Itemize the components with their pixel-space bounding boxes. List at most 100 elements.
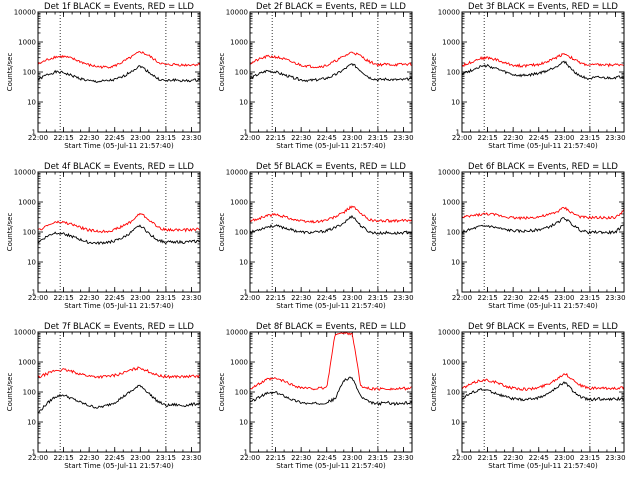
plot-frame [37,11,201,133]
plot-frame [461,171,625,293]
x-tick-label: 22:00 [240,454,260,462]
y-tick-label: 100 [447,229,460,237]
x-tick-label: 23:00 [342,134,362,142]
x-tick-label: 22:45 [317,134,337,142]
x-tick-label: 22:45 [105,134,125,142]
y-tick-label: 1 [32,449,36,457]
y-tick-label: 10000 [226,329,248,337]
plot-frame [249,331,413,453]
y-tick-label: 100 [447,69,460,77]
y-axis-title: Counts/sec [6,213,14,252]
y-tick-label: 10000 [14,329,36,337]
x-tick-label: 23:00 [130,454,150,462]
y-tick-label: 1000 [442,359,460,367]
x-axis-title: Start Time (05-Jul-11 21:57:40) [276,142,386,150]
x-tick-label: 23:30 [605,134,625,142]
events-series-line [38,65,201,83]
x-tick-label: 23:00 [342,454,362,462]
panel-title: Det 2f BLACK = Events, RED = LLD [256,2,406,12]
panel-det-9: Det 9f BLACK = Events, RED = LLD 1 10 100 10… [430,322,626,470]
x-axis-title: Start Time (05-Jul-11 21:57:40) [488,142,598,150]
x-tick-label: 22:30 [503,134,523,142]
x-tick-label: 22:15 [53,454,73,462]
events-series-line [37,384,201,413]
x-axis-title: Start Time (05-Jul-11 21:57:40) [64,302,174,310]
events-series-line [37,224,201,246]
x-tick-label: 22:45 [105,294,125,302]
y-axis-title: Counts/sec [218,373,226,412]
y-tick-label: 1000 [442,39,460,47]
x-tick-label: 23:30 [393,454,413,462]
panel-title: Det 5f BLACK = Events, RED = LLD [256,162,406,172]
x-tick-label: 23:15 [368,134,388,142]
lld-series-line [37,212,201,234]
x-tick-label: 22:30 [503,454,523,462]
y-tick-label: 10 [239,259,248,267]
y-tick-label: 100 [235,389,248,397]
x-tick-label: 23:15 [368,454,388,462]
x-tick-label: 22:15 [53,294,73,302]
y-axis-title: Counts/sec [218,213,226,252]
y-tick-label: 1 [244,129,248,137]
y-tick-label: 10 [239,99,248,107]
x-axis-title: Start Time (05-Jul-11 21:57:40) [488,462,598,470]
x-tick-label: 23:00 [130,134,150,142]
events-series-line [461,217,625,235]
y-tick-label: 100 [23,229,36,237]
x-tick-label: 22:00 [452,454,472,462]
x-tick-label: 23:00 [130,294,150,302]
x-tick-label: 23:00 [342,294,362,302]
x-tick-label: 23:30 [393,294,413,302]
x-tick-label: 22:15 [265,134,285,142]
y-tick-label: 10000 [226,169,248,177]
y-tick-label: 1 [456,449,460,457]
panel-det-1: Det 1f BLACK = Events, RED = LLD 1 10 100 10… [6,2,202,150]
lld-series-line [37,50,201,70]
x-tick-label: 22:30 [79,294,99,302]
y-tick-label: 10 [451,419,460,427]
y-tick-label: 1000 [230,39,248,47]
events-series-line [461,381,625,402]
y-tick-label: 10 [27,259,36,267]
x-tick-label: 22:00 [240,134,260,142]
x-tick-label: 22:30 [79,134,99,142]
panel-det-5: Det 5f BLACK = Events, RED = LLD 1 10 100 10… [218,162,414,310]
y-tick-label: 10000 [438,169,460,177]
x-tick-label: 23:00 [554,454,574,462]
x-tick-label: 22:15 [477,294,497,302]
x-tick-label: 22:45 [317,454,337,462]
y-tick-label: 1 [244,289,248,297]
panel-det-7: Det 7f BLACK = Events, RED = LLD 1 10 100 10… [6,322,202,470]
y-axis-title: Counts/sec [6,373,14,412]
y-tick-label: 100 [23,69,36,77]
x-tick-label: 22:45 [529,294,549,302]
y-tick-label: 10000 [14,9,36,17]
x-tick-label: 23:15 [580,134,600,142]
x-tick-label: 22:45 [317,294,337,302]
panel-title: Det 7f BLACK = Events, RED = LLD [44,322,194,332]
panel-det-4: Det 4f BLACK = Events, RED = LLD 1 10 100 10… [6,162,202,310]
events-series-line [249,214,413,235]
x-tick-label: 23:30 [393,134,413,142]
x-tick-label: 22:00 [240,294,260,302]
x-axis-title: Start Time (05-Jul-11 21:57:40) [276,462,386,470]
lld-series-line [249,332,413,391]
y-tick-label: 1 [32,289,36,297]
x-tick-label: 23:15 [156,134,176,142]
x-tick-label: 23:15 [580,454,600,462]
x-tick-label: 23:30 [605,294,625,302]
y-tick-label: 1 [456,129,460,137]
x-tick-label: 22:00 [28,134,48,142]
x-tick-label: 23:00 [554,134,574,142]
y-tick-label: 1000 [230,359,248,367]
y-tick-label: 1 [32,129,36,137]
panel-det-3: Det 3f BLACK = Events, RED = LLD 1 10 100 10… [430,2,626,150]
x-axis-title: Start Time (05-Jul-11 21:57:40) [276,302,386,310]
plot-frame [37,331,201,453]
y-axis-title: Counts/sec [430,53,438,92]
y-tick-label: 1 [456,289,460,297]
x-tick-label: 22:15 [53,134,73,142]
x-tick-label: 22:30 [503,294,523,302]
panel-title: Det 9f BLACK = Events, RED = LLD [468,322,618,332]
